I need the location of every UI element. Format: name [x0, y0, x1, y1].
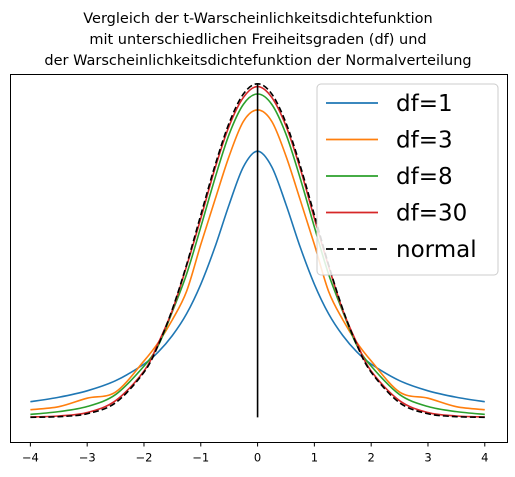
- x-tick-label: −2: [136, 451, 153, 465]
- x-tick-label: 0: [254, 451, 261, 465]
- series-line-normal: [30, 82, 485, 419]
- x-tick-label: −3: [79, 451, 96, 465]
- x-tick-label: 2: [368, 451, 375, 465]
- x-tick-label: −1: [192, 451, 209, 465]
- legend-frame: [316, 83, 499, 276]
- chart-title-line-1: Vergleich der t-Warscheinlichkeitsdichte…: [83, 11, 432, 27]
- legend-label: df=8: [396, 164, 453, 190]
- legend-items: df=1 df=3 df=8 df=30 normal: [326, 91, 477, 263]
- x-tick-label: 1: [311, 451, 318, 465]
- legend-label: df=1: [396, 91, 453, 117]
- x-axis-ticks: −4 −3 −2 −1 0 1 2 3 4: [22, 442, 488, 465]
- x-tick-label: 4: [481, 451, 488, 465]
- legend-label: df=3: [396, 128, 453, 154]
- legend: df=1 df=3 df=8 df=30 normal: [316, 83, 499, 276]
- legend-label: df=30: [396, 201, 467, 227]
- chart-title-line-2: mit unterschiedlichen Freiheitsgraden (d…: [89, 32, 426, 48]
- legend-label: normal: [396, 237, 477, 263]
- x-tick-label: −4: [22, 451, 39, 465]
- chart-title-line-3: der Warscheinlichkeitsdichtefunktion der…: [44, 53, 471, 69]
- x-tick-label: 3: [424, 451, 431, 465]
